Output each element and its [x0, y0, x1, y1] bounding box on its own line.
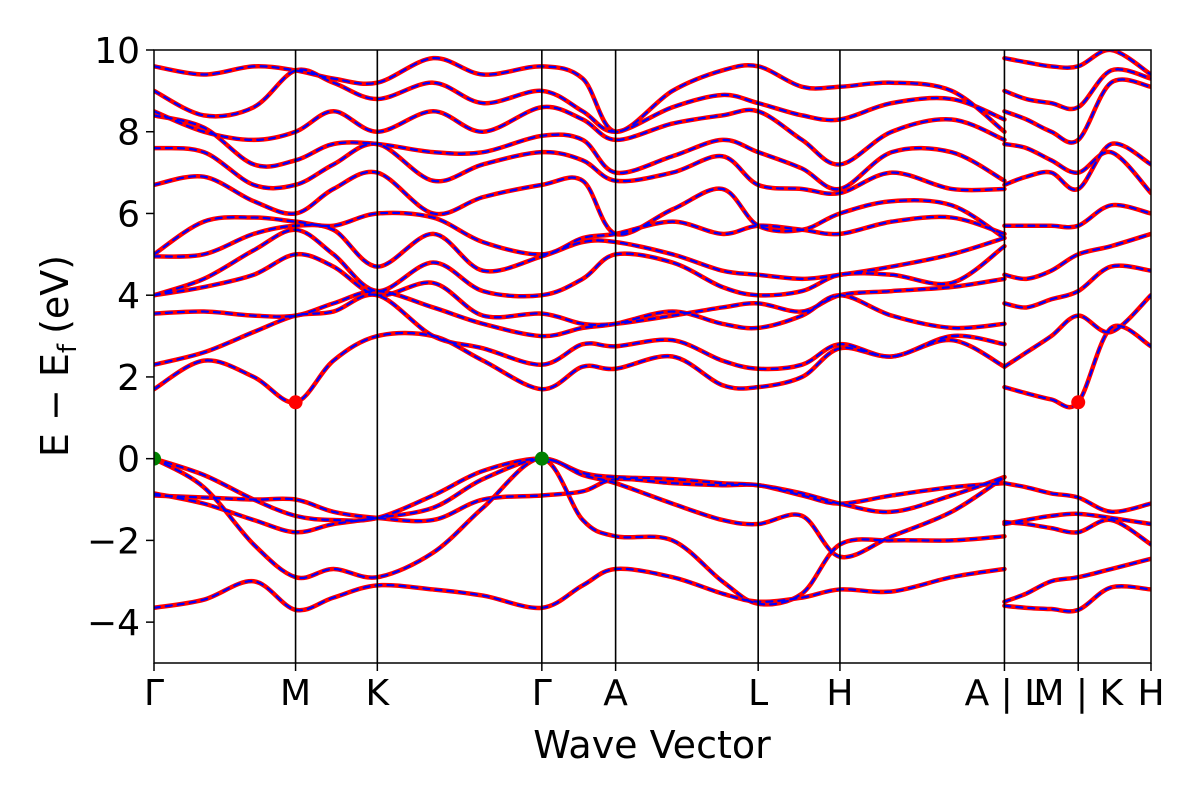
- y-axis-label-main: E − E: [33, 353, 77, 457]
- y-tick-label: 4: [117, 276, 140, 317]
- x-tick-label: K: [366, 673, 391, 714]
- y-axis-label: E − Ef (eV): [33, 255, 83, 457]
- plot-frame: [153, 49, 1152, 664]
- y-axis-label-subscript: f: [53, 343, 83, 353]
- y-tick-label: 8: [117, 113, 140, 154]
- x-tick-label: H: [1137, 673, 1164, 714]
- vbm-marker: [534, 451, 549, 466]
- y-tick-label: 0: [117, 440, 140, 481]
- y-tick-label: 10: [94, 31, 140, 72]
- wannier-band-line: [1003, 512, 1151, 526]
- x-axis-label: Wave Vector: [533, 723, 771, 767]
- high-symmetry-lines: [294, 50, 1080, 663]
- wannier-band-line: [1003, 482, 1151, 513]
- y-tick-label: −4: [87, 603, 140, 644]
- y-axis-ticks: −4 −2 0 2 4 6 8 10: [87, 31, 154, 644]
- x-tick-label: A | L: [965, 673, 1045, 714]
- wannier-band-line: [1003, 68, 1151, 111]
- x-tick-label: M: [280, 673, 311, 714]
- wannier-band-line: [1003, 585, 1151, 613]
- wannier-band-line: [1003, 264, 1151, 309]
- wannier-band-line: [1003, 142, 1151, 191]
- wannier-band-line: [1003, 203, 1151, 229]
- wannier-band-line: [1003, 557, 1151, 603]
- wannier-band-line: [1003, 518, 1151, 546]
- wannier-band-line: [1003, 78, 1151, 144]
- x-tick-label: M | K: [1033, 673, 1124, 714]
- x-tick-label: A: [603, 673, 628, 714]
- vbm-marker: [154, 451, 161, 466]
- wannier-band-line: [1003, 50, 1151, 76]
- y-tick-label: 6: [117, 194, 140, 235]
- band-extrema-markers: [154, 395, 1086, 466]
- cbm-marker: [288, 395, 303, 410]
- wannier-band-line: [1003, 232, 1151, 280]
- x-tick-label: H: [826, 673, 853, 714]
- x-axis-ticks: Γ M K Γ A L H A | LM | K H: [144, 663, 1165, 714]
- cbm-marker: [1071, 395, 1086, 410]
- wannier-band-line: [1003, 142, 1151, 195]
- x-tick-label: Γ: [144, 673, 164, 714]
- wannier-band-line: [1003, 324, 1151, 409]
- wannier-band-line: [154, 457, 1006, 522]
- y-tick-label: 2: [117, 358, 140, 399]
- x-tick-label: Γ: [532, 673, 552, 714]
- x-tick-label: L: [748, 673, 768, 714]
- y-axis-label-unit: (eV): [33, 255, 77, 334]
- wannier-band-line: [1003, 294, 1151, 368]
- y-tick-label: −2: [87, 521, 140, 562]
